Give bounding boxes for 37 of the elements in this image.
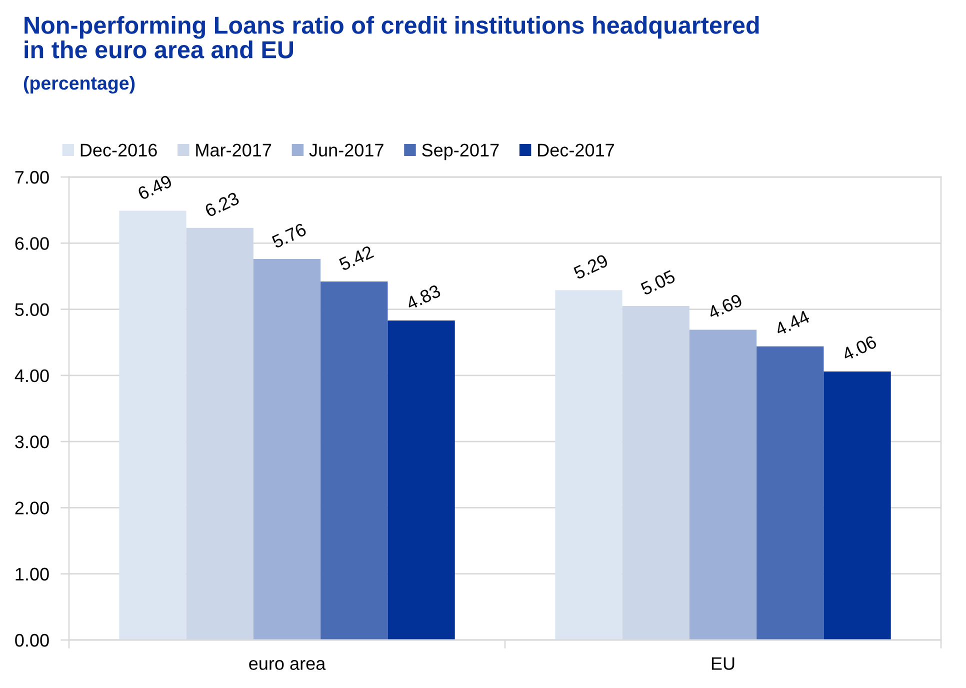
bar bbox=[388, 320, 455, 640]
y-tick-label: 7.00 bbox=[15, 170, 49, 184]
bar bbox=[119, 210, 186, 640]
data-label: 5.29 bbox=[572, 254, 609, 280]
data-label: 6.49 bbox=[137, 174, 173, 200]
chart-title: Non-performing Loans ratio of credit institutions headquartered in the euro area and EU bbox=[24, 16, 759, 58]
data-label: 6.23 bbox=[204, 192, 240, 218]
legend-label: Dec-2017 bbox=[538, 144, 614, 157]
bar bbox=[320, 282, 388, 640]
y-tick-label: 3.00 bbox=[15, 436, 49, 448]
legend-label: Jun-2017 bbox=[309, 144, 384, 157]
data-label: 4.69 bbox=[706, 294, 743, 320]
data-label: 4.06 bbox=[841, 335, 878, 362]
legend-label: Mar-2017 bbox=[196, 144, 272, 157]
bar bbox=[253, 259, 321, 640]
x-tick-label: EU bbox=[712, 657, 734, 670]
y-tick-label: 4.00 bbox=[14, 369, 49, 382]
data-label: 4.44 bbox=[774, 310, 810, 336]
bar bbox=[689, 330, 757, 640]
y-tick-label: 2.00 bbox=[15, 502, 49, 514]
data-label: 5.76 bbox=[271, 222, 308, 249]
bar bbox=[555, 290, 622, 640]
y-tick-label: 5.00 bbox=[15, 303, 49, 316]
chart-subtitle: (percentage) bbox=[24, 76, 135, 94]
bar bbox=[622, 306, 690, 640]
y-tick-label: 6.00 bbox=[15, 237, 49, 250]
y-tick-label: 0.00 bbox=[15, 634, 49, 647]
data-label: 4.83 bbox=[405, 284, 442, 310]
bar bbox=[186, 228, 254, 640]
data-label: 5.05 bbox=[640, 270, 676, 296]
data-label: 5.42 bbox=[338, 245, 374, 272]
y-tick-label: 1.00 bbox=[16, 568, 49, 581]
bar bbox=[824, 371, 891, 640]
x-tick-label: euro area bbox=[249, 660, 326, 670]
bar bbox=[756, 346, 824, 640]
legend-label: Sep-2017 bbox=[422, 144, 499, 160]
legend-label: Dec-2016 bbox=[80, 144, 157, 157]
